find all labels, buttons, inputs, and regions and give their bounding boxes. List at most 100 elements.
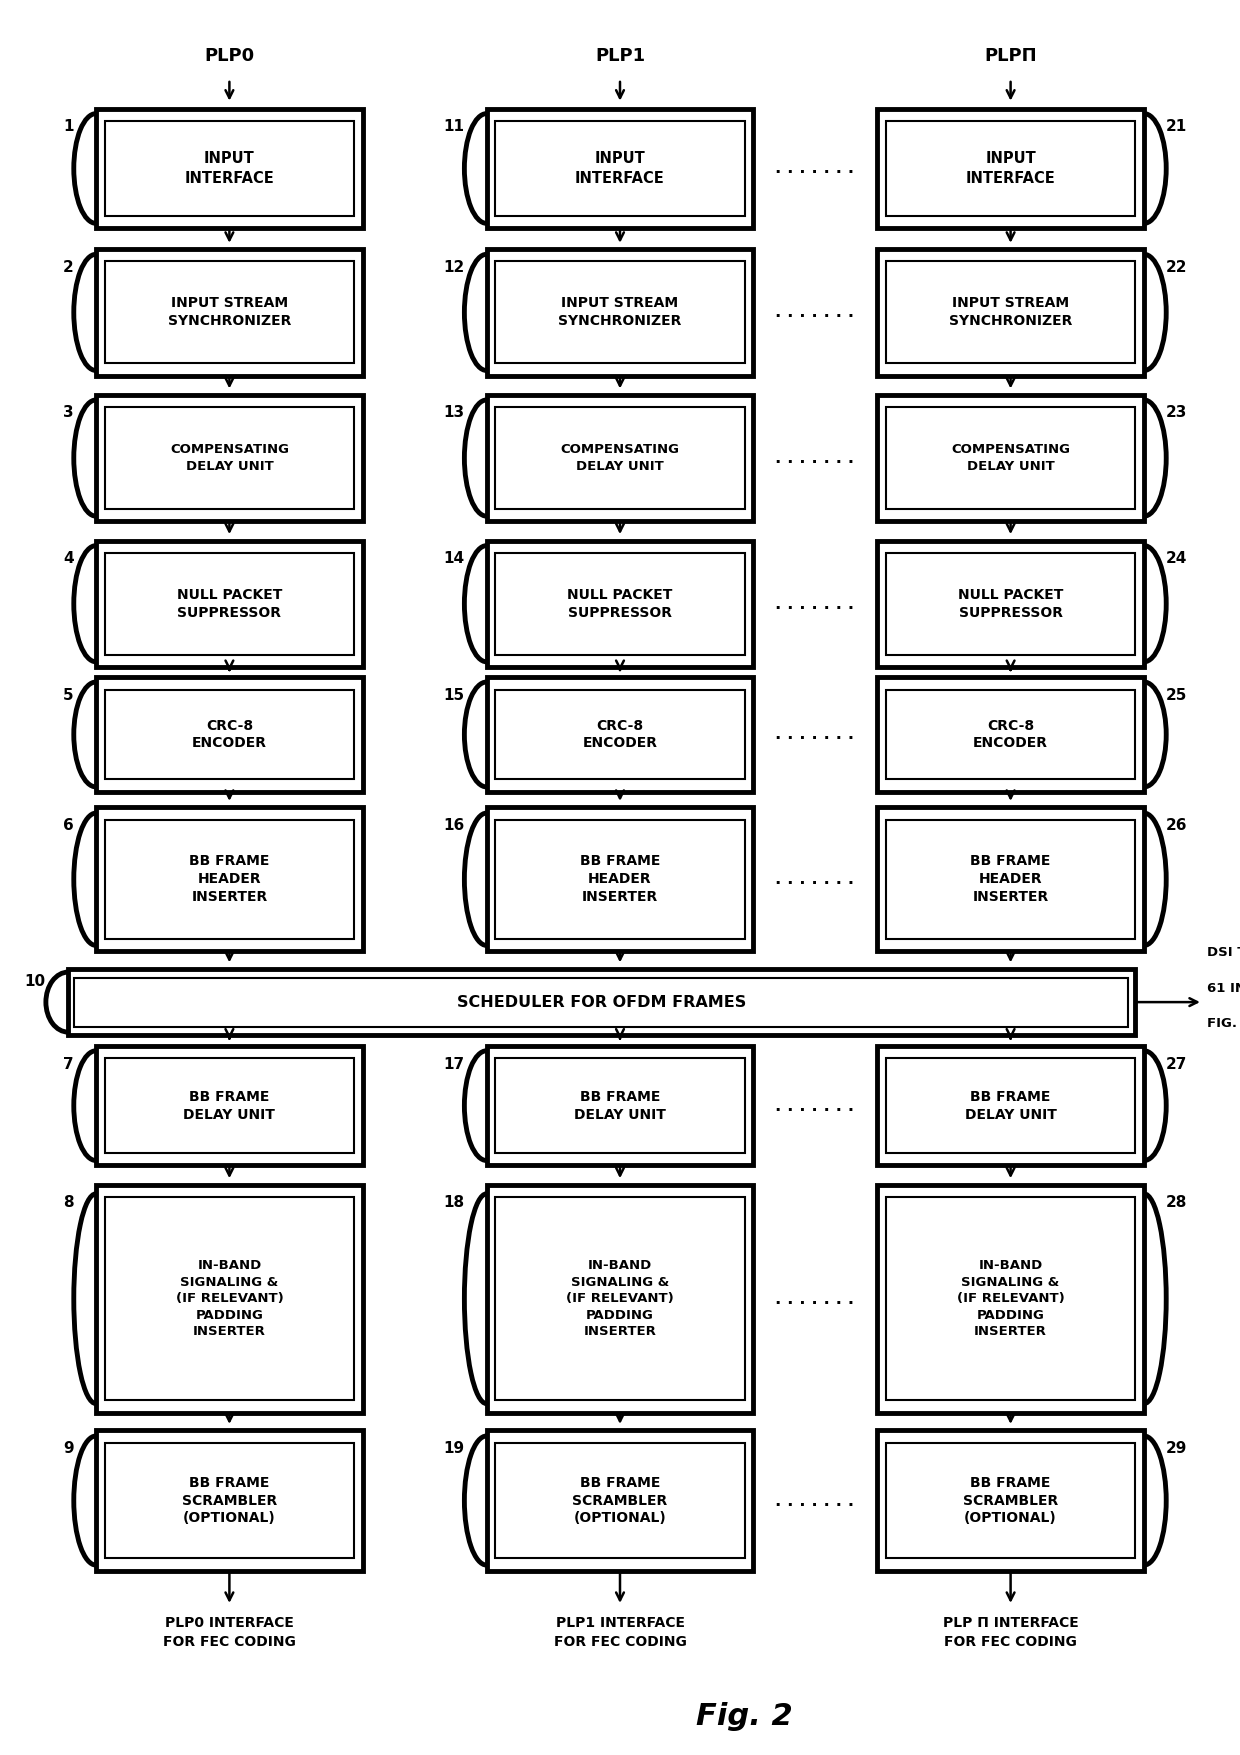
Text: 3: 3	[63, 405, 74, 421]
Text: . . . . . . .: . . . . . . .	[775, 449, 854, 467]
Text: INPUT STREAM
SYNCHRONIZER: INPUT STREAM SYNCHRONIZER	[949, 297, 1073, 328]
Bar	[877, 109, 1143, 228]
Bar	[877, 807, 1143, 951]
Text: 8: 8	[63, 1195, 74, 1211]
Bar	[486, 541, 754, 667]
Text: 22: 22	[1166, 260, 1188, 276]
Bar	[104, 1058, 355, 1153]
Text: BB FRAME
HEADER
INSERTER: BB FRAME HEADER INSERTER	[190, 855, 269, 904]
Bar	[885, 1443, 1135, 1558]
Text: PLP1: PLP1	[595, 47, 645, 65]
Text: PLP0 INTERFACE
FOR FEC CODING: PLP0 INTERFACE FOR FEC CODING	[162, 1616, 296, 1648]
Text: 13: 13	[443, 405, 464, 421]
Text: 14: 14	[443, 551, 464, 567]
Text: 1: 1	[63, 119, 74, 135]
Text: 11: 11	[444, 119, 464, 135]
Text: 23: 23	[1166, 405, 1188, 421]
Text: 15: 15	[443, 688, 464, 704]
Bar	[486, 1185, 754, 1413]
Bar	[104, 820, 355, 939]
Bar	[885, 121, 1135, 216]
Text: BB FRAME
DELAY UNIT: BB FRAME DELAY UNIT	[965, 1090, 1056, 1121]
Text: FIG. 3: FIG. 3	[1207, 1016, 1240, 1030]
Bar	[97, 249, 362, 376]
Bar	[496, 1443, 745, 1558]
Text: COMPENSATING
DELAY UNIT: COMPENSATING DELAY UNIT	[170, 444, 289, 472]
Bar	[97, 1430, 362, 1571]
Bar	[68, 969, 1135, 1035]
Text: BB FRAME
SCRAMBLER
(OPTIONAL): BB FRAME SCRAMBLER (OPTIONAL)	[963, 1476, 1058, 1525]
Bar	[885, 261, 1135, 363]
Bar	[486, 395, 754, 521]
Text: COMPENSATING
DELAY UNIT: COMPENSATING DELAY UNIT	[951, 444, 1070, 472]
Bar	[97, 807, 362, 951]
Text: BB FRAME
SCRAMBLER
(OPTIONAL): BB FRAME SCRAMBLER (OPTIONAL)	[573, 1476, 667, 1525]
Text: 17: 17	[443, 1057, 464, 1072]
Text: 21: 21	[1166, 119, 1188, 135]
Bar	[877, 541, 1143, 667]
Text: CRC-8
ENCODER: CRC-8 ENCODER	[583, 718, 657, 751]
Bar	[877, 677, 1143, 792]
Text: 16: 16	[443, 818, 464, 834]
Text: . . . . . . .: . . . . . . .	[775, 1097, 854, 1114]
Bar	[877, 1430, 1143, 1571]
Text: PLP Π INTERFACE
FOR FEC CODING: PLP Π INTERFACE FOR FEC CODING	[942, 1616, 1079, 1648]
Text: 61 IN: 61 IN	[1207, 981, 1240, 995]
Bar	[97, 109, 362, 228]
Bar	[486, 1046, 754, 1165]
Bar	[486, 249, 754, 376]
Bar	[496, 1058, 745, 1153]
Text: NULL PACKET
SUPPRESSOR: NULL PACKET SUPPRESSOR	[177, 588, 281, 620]
Bar	[885, 690, 1135, 779]
Bar	[97, 1185, 362, 1413]
Text: BB FRAME
DELAY UNIT: BB FRAME DELAY UNIT	[574, 1090, 666, 1121]
Bar	[496, 121, 745, 216]
Bar	[877, 395, 1143, 521]
Text: BB FRAME
SCRAMBLER
(OPTIONAL): BB FRAME SCRAMBLER (OPTIONAL)	[182, 1476, 277, 1525]
Text: 29: 29	[1166, 1441, 1188, 1457]
Bar	[486, 109, 754, 228]
Text: INPUT STREAM
SYNCHRONIZER: INPUT STREAM SYNCHRONIZER	[558, 297, 682, 328]
Bar	[885, 1058, 1135, 1153]
Text: 19: 19	[443, 1441, 464, 1457]
Text: IN-BAND
SIGNALING &
(IF RELEVANT)
PADDING
INSERTER: IN-BAND SIGNALING & (IF RELEVANT) PADDIN…	[957, 1258, 1064, 1339]
Text: 9: 9	[63, 1441, 74, 1457]
Text: 12: 12	[443, 260, 464, 276]
Text: INPUT STREAM
SYNCHRONIZER: INPUT STREAM SYNCHRONIZER	[167, 297, 291, 328]
Text: DSI TO: DSI TO	[1207, 946, 1240, 960]
Text: . . . . . . .: . . . . . . .	[775, 870, 854, 888]
Bar	[885, 553, 1135, 655]
Text: 10: 10	[25, 974, 46, 990]
Text: NULL PACKET
SUPPRESSOR: NULL PACKET SUPPRESSOR	[959, 588, 1063, 620]
Text: 24: 24	[1166, 551, 1188, 567]
Text: Fig. 2: Fig. 2	[696, 1702, 792, 1730]
Text: CRC-8
ENCODER: CRC-8 ENCODER	[192, 718, 267, 751]
Text: PLP0: PLP0	[205, 47, 254, 65]
Bar	[496, 553, 745, 655]
Bar	[885, 407, 1135, 509]
Text: 25: 25	[1166, 688, 1188, 704]
Bar	[97, 395, 362, 521]
Text: INPUT
INTERFACE: INPUT INTERFACE	[185, 151, 274, 186]
Bar	[97, 541, 362, 667]
Bar	[496, 1197, 745, 1400]
Bar	[877, 1185, 1143, 1413]
Bar	[97, 1046, 362, 1165]
Text: . . . . . . .: . . . . . . .	[775, 725, 854, 744]
Bar	[877, 249, 1143, 376]
Bar	[104, 407, 355, 509]
Bar	[104, 553, 355, 655]
Text: 28: 28	[1166, 1195, 1188, 1211]
Bar	[104, 261, 355, 363]
Text: 7: 7	[63, 1057, 74, 1072]
Text: BB FRAME
HEADER
INSERTER: BB FRAME HEADER INSERTER	[580, 855, 660, 904]
Text: 18: 18	[443, 1195, 464, 1211]
Text: . . . . . . .: . . . . . . .	[775, 1290, 854, 1307]
Text: 6: 6	[63, 818, 74, 834]
Text: SCHEDULER FOR OFDM FRAMES: SCHEDULER FOR OFDM FRAMES	[456, 995, 746, 1009]
Bar	[97, 677, 362, 792]
Bar	[496, 690, 745, 779]
Bar	[104, 690, 355, 779]
Text: CRC-8
ENCODER: CRC-8 ENCODER	[973, 718, 1048, 751]
Text: BB FRAME
DELAY UNIT: BB FRAME DELAY UNIT	[184, 1090, 275, 1121]
